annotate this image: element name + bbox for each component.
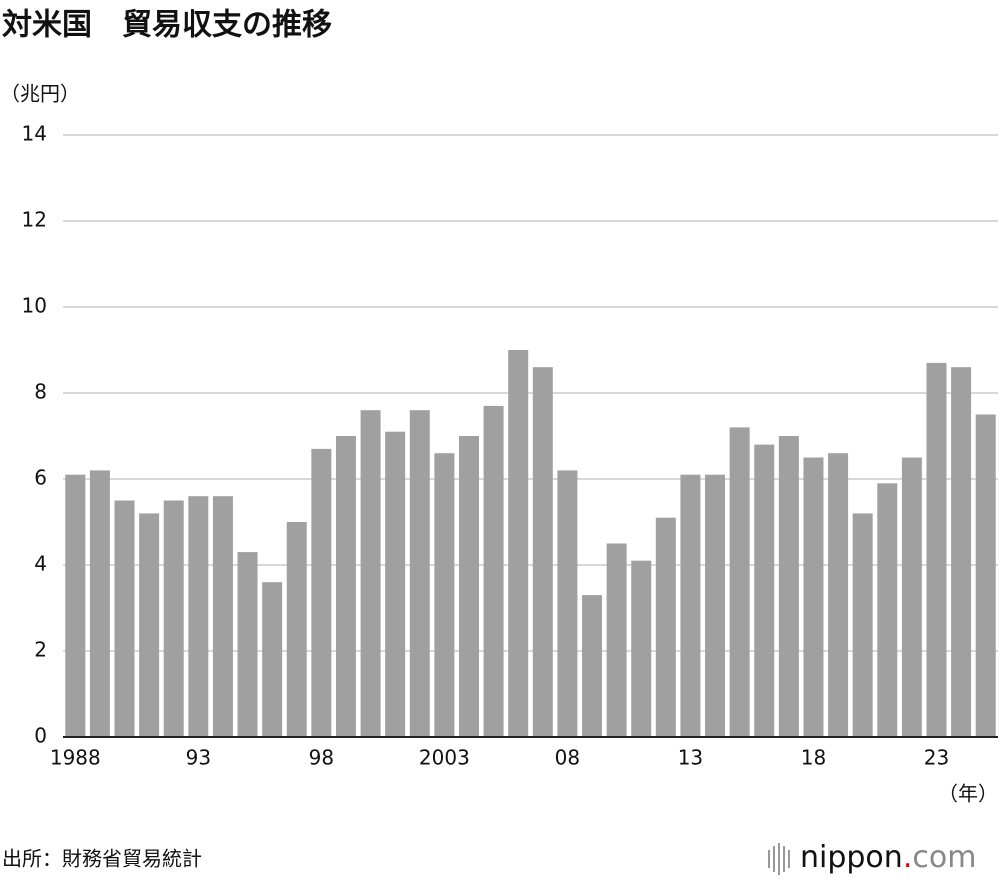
bar [828, 453, 849, 737]
logo: nippon.com [768, 840, 976, 875]
y-tick-label: 6 [34, 466, 47, 490]
bar [705, 474, 726, 737]
x-tick-label: 1988 [50, 746, 101, 770]
y-tick-label: 12 [22, 208, 47, 232]
x-tick-label: 23 [924, 746, 949, 770]
y-tick-label: 4 [34, 552, 47, 576]
bar [262, 582, 283, 737]
bar [311, 448, 332, 737]
y-tick-label: 8 [34, 380, 47, 404]
logo-dot: . [903, 840, 913, 875]
bar [655, 517, 676, 737]
bar [951, 367, 972, 737]
bar [335, 436, 356, 737]
y-tick-label: 0 [34, 724, 47, 748]
logo-text: nippon.com [800, 840, 976, 875]
x-tick-label: 2003 [419, 746, 470, 770]
bar [114, 500, 135, 737]
bar [557, 470, 578, 737]
chart-title: 対米国 貿易収支の推移 [2, 8, 332, 43]
bar [877, 483, 898, 737]
bar [680, 474, 701, 737]
logo-bar [773, 846, 775, 872]
bar [360, 410, 381, 737]
x-tick-label: 18 [801, 746, 826, 770]
bar [385, 431, 406, 737]
bar [778, 436, 799, 737]
bar [286, 522, 307, 737]
logo-name: nippon [800, 840, 903, 875]
x-tick-label: 93 [186, 746, 211, 770]
bar [508, 350, 529, 737]
y-tick-label: 2 [34, 638, 47, 662]
x-axis-label: （年） [938, 782, 998, 806]
bar [926, 362, 947, 737]
bar [458, 436, 479, 737]
bar [582, 595, 603, 737]
bar [975, 414, 996, 737]
y-axis-label: （兆円） [0, 82, 80, 106]
y-tick-label: 14 [22, 122, 47, 146]
y-tick-label: 10 [22, 294, 47, 318]
logo-tld: com [912, 840, 976, 875]
bar [606, 543, 627, 737]
bar [237, 552, 258, 737]
bar [212, 496, 233, 737]
logo-bar [783, 846, 785, 872]
source: 出所：財務省貿易統計 [2, 847, 202, 871]
bar [852, 513, 873, 737]
x-tick-label: 13 [678, 746, 703, 770]
bar [631, 560, 652, 737]
bar [532, 367, 553, 737]
bar [434, 453, 455, 737]
x-tick-label: 98 [309, 746, 334, 770]
bar [483, 405, 504, 737]
bar [729, 427, 750, 737]
logo-bar [778, 843, 780, 875]
logo-bar [768, 850, 770, 868]
x-tick-label: 08 [555, 746, 580, 770]
bar [163, 500, 184, 737]
bar [139, 513, 160, 737]
bar [188, 496, 209, 737]
logo-bar [788, 850, 790, 868]
bar [89, 470, 110, 737]
bar [754, 444, 775, 737]
bar [901, 457, 922, 737]
bar [65, 474, 86, 737]
bar [803, 457, 824, 737]
bar [409, 410, 430, 737]
